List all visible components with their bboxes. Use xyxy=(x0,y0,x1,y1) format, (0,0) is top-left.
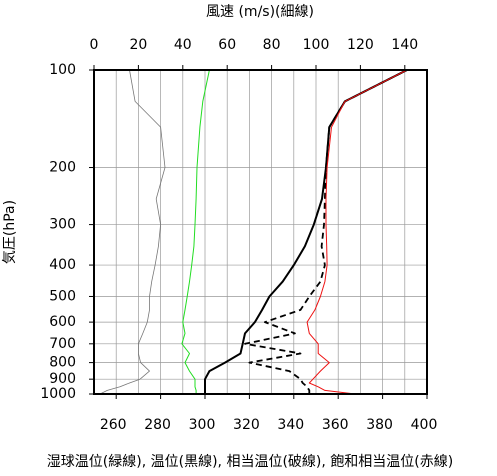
x-tick-label: 340 xyxy=(277,417,304,433)
x2-tick-label: 40 xyxy=(174,37,192,53)
y-tick-label: 1000 xyxy=(40,386,76,402)
x2-tick-label: 100 xyxy=(303,37,330,53)
profile-line xyxy=(99,69,166,395)
x-tick-label: 400 xyxy=(411,417,438,433)
y-tick-label: 700 xyxy=(49,336,76,352)
y-tick-label: 600 xyxy=(49,314,76,330)
x2-tick-label: 120 xyxy=(347,37,374,53)
y-tick-label: 200 xyxy=(49,160,76,176)
plot-frame xyxy=(93,69,428,395)
y-tick-label: 300 xyxy=(49,217,76,233)
profile-line xyxy=(306,69,408,395)
profile-line xyxy=(244,69,408,394)
x-tick-label: 360 xyxy=(322,417,349,433)
y-tick-label: 900 xyxy=(49,371,76,387)
y-tick-label: 100 xyxy=(49,62,76,78)
top-axis-title: 風速 (m/s)(細線) xyxy=(206,4,314,20)
y-tick-label: 400 xyxy=(49,257,76,273)
y-tick-label: 500 xyxy=(49,288,76,304)
x-tick-label: 380 xyxy=(366,417,393,433)
x2-tick-label: 20 xyxy=(129,37,147,53)
y-axis-title: 気圧(hPa) xyxy=(2,200,18,264)
x2-tick-label: 140 xyxy=(391,37,418,53)
x-tick-label: 300 xyxy=(189,417,216,433)
x2-tick-label: 60 xyxy=(218,37,236,53)
caption: 湿球温位(緑線), 温位(黒線), 相当温位(破線), 飽和相当温位(赤線) xyxy=(47,453,453,470)
profile-line xyxy=(204,69,408,394)
x-tick-label: 280 xyxy=(144,417,171,433)
y-tick-label: 800 xyxy=(49,355,76,371)
x2-tick-label: 0 xyxy=(90,37,99,53)
profile-line xyxy=(181,69,210,394)
x2-tick-label: 80 xyxy=(263,37,281,53)
x-tick-label: 260 xyxy=(100,417,127,433)
x-tick-label: 320 xyxy=(233,417,260,433)
